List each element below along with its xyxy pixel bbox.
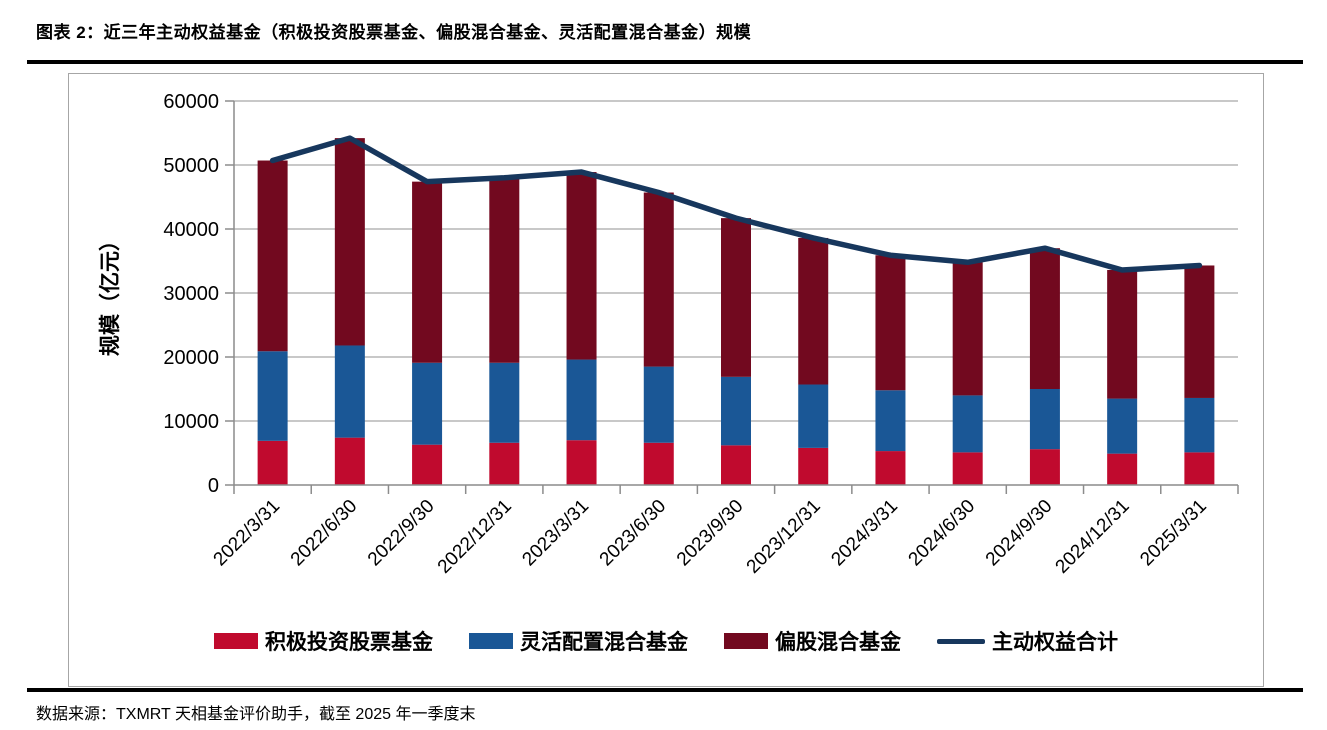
- x-axis-label: 2022/3/31: [210, 496, 285, 571]
- chart-legend: 积极投资股票基金 灵活配置混合基金 偏股混合基金 主动权益合计: [69, 626, 1263, 656]
- bar-segment: [721, 218, 751, 377]
- x-axis-label: 2023/6/30: [596, 496, 671, 571]
- y-axis-tick-label: 10000: [163, 411, 219, 433]
- bar-segment: [952, 395, 983, 453]
- bar-segment: [875, 390, 906, 452]
- bar-segment: [1184, 265, 1215, 398]
- bar-segment: [643, 366, 674, 443]
- bar-segment: [643, 442, 674, 485]
- bar-segment: [1029, 449, 1060, 485]
- bar-segment: [257, 351, 288, 441]
- legend-item: 积极投资股票基金: [214, 626, 433, 656]
- bar-segment: [1029, 248, 1060, 389]
- legend-item: 灵活配置混合基金: [469, 626, 688, 656]
- bar-segment: [1184, 397, 1215, 453]
- bar-segment: [721, 376, 751, 446]
- bar-segment: [798, 384, 829, 448]
- footer-divider: [27, 688, 1303, 692]
- bar-segment: [257, 160, 288, 352]
- bar-segment: [566, 359, 597, 441]
- data-source-note: 数据来源：TXMRT 天相基金评价助手，截至 2025 年一季度末: [36, 706, 476, 723]
- bar-segment: [721, 445, 751, 485]
- bar-segment: [334, 138, 365, 346]
- bar-segment: [412, 181, 443, 363]
- x-axis-label: 2022/12/31: [434, 496, 516, 578]
- x-axis-label: 2024/6/30: [905, 496, 980, 571]
- bar-segment: [798, 237, 829, 385]
- bar-segment: [952, 262, 983, 396]
- legend-label: 积极投资股票基金: [265, 631, 433, 654]
- bar-segment: [1107, 398, 1138, 454]
- bar-segment: [489, 177, 520, 363]
- x-axis-label: 2024/9/30: [982, 496, 1057, 571]
- bar-segment: [334, 437, 365, 485]
- bar-segment: [334, 345, 365, 438]
- legend-swatch: [724, 633, 768, 649]
- y-axis-tick-label: 20000: [163, 347, 219, 369]
- legend-line-swatch: [937, 638, 985, 644]
- total-line: [269, 135, 1203, 273]
- bar-segment: [1107, 269, 1138, 399]
- y-axis-tick-label: 40000: [163, 219, 219, 241]
- x-axis-label: 2022/9/30: [364, 496, 439, 571]
- title-divider: [27, 60, 1303, 64]
- bar-segment: [952, 452, 983, 485]
- y-axis-tick-label: 30000: [163, 283, 219, 305]
- legend-swatch: [214, 633, 258, 649]
- x-axis-label: 2022/6/30: [287, 496, 362, 571]
- page-title: 图表 2：近三年主动权益基金（积极投资股票基金、偏股混合基金、灵活配置混合基金）…: [36, 23, 752, 42]
- bar-segment: [257, 440, 288, 485]
- legend-swatch: [469, 633, 513, 649]
- bar-segment: [566, 440, 597, 485]
- stacked-bar-line-chart: 0 10000 20000 30000 40000 50000 60000 规模（亿元） 202…: [98, 91, 1239, 578]
- x-axis-label: 2024/3/31: [827, 496, 902, 571]
- bar-segment: [489, 362, 520, 443]
- y-axis-tick-label: 0: [208, 475, 219, 497]
- legend-item: 偏股混合基金: [724, 626, 901, 656]
- bar-segment: [1029, 389, 1060, 450]
- legend-label: 偏股混合基金: [775, 631, 901, 654]
- legend-item: 主动权益合计: [937, 626, 1118, 656]
- legend-label: 主动权益合计: [992, 631, 1118, 654]
- x-axis-label: 2023/3/31: [518, 496, 593, 571]
- x-axis-label: 2023/9/30: [673, 496, 748, 571]
- bar-segment: [798, 447, 829, 485]
- bar-segment: [566, 172, 597, 360]
- bar-segment: [643, 192, 674, 367]
- x-axis-label: 2023/12/31: [743, 496, 825, 578]
- y-axis-tick-label: 60000: [163, 91, 219, 113]
- bar-segment: [875, 451, 906, 485]
- bar-segment: [1107, 453, 1138, 485]
- y-axis-title: 规模（亿元）: [98, 230, 122, 356]
- bar-segment: [1184, 452, 1215, 485]
- x-axis-label: 2025/3/31: [1136, 496, 1211, 571]
- y-axis-tick-label: 50000: [163, 155, 219, 177]
- x-axis-label: 2024/12/31: [1052, 496, 1134, 578]
- chart-frame: 0 10000 20000 30000 40000 50000 60000 规模（亿元） 202…: [68, 73, 1264, 687]
- bar-segment: [875, 255, 906, 391]
- legend-label: 灵活配置混合基金: [520, 631, 688, 654]
- bar-segment: [489, 442, 520, 485]
- bar-segment: [412, 444, 443, 485]
- bar-segment: [412, 362, 443, 445]
